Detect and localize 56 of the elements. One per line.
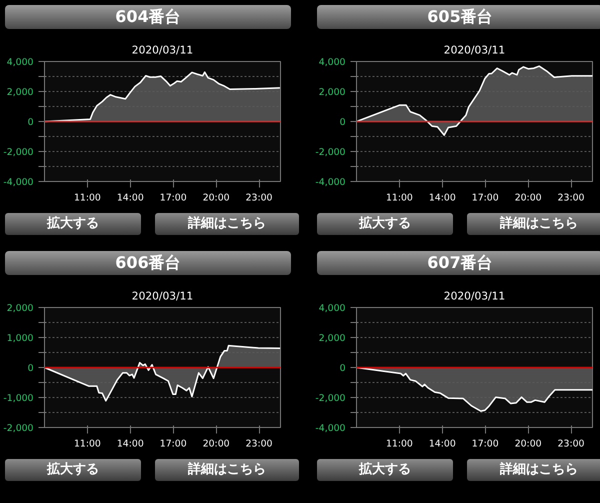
y-tick-label: -4,000: [315, 423, 346, 434]
x-tick-label: 23:00: [558, 438, 585, 450]
chart-title: 604番台: [115, 6, 181, 28]
x-tick-label: 11:00: [386, 438, 413, 450]
x-tick-label: 11:00: [74, 438, 101, 450]
y-tick-label: 2,000: [318, 87, 346, 98]
chart-title: 606番台: [115, 252, 181, 274]
x-tick-label: 14:00: [116, 438, 144, 450]
x-tick-label: 11:00: [74, 192, 101, 204]
x-tick-label: 11:00: [386, 192, 413, 204]
y-tick-label: 0: [340, 363, 346, 374]
y-tick-label: 4,000: [318, 303, 346, 314]
y-tick-label: 2,000: [6, 303, 34, 314]
x-tick-label: 17:00: [160, 438, 187, 450]
text: 拡大する: [359, 461, 411, 479]
x-tick-label: 20:00: [514, 438, 542, 450]
y-tick-label: 2,000: [318, 333, 346, 344]
text: 詳細はこちら: [188, 215, 266, 233]
x-tick-label: 23:00: [246, 192, 273, 204]
y-tick-label: 0: [28, 117, 34, 128]
x-tick-label: 17:00: [472, 192, 499, 204]
y-tick-label: -2,000: [315, 393, 346, 404]
x-tick-label: 14:00: [428, 438, 456, 450]
chart-title: 607番台: [427, 252, 493, 274]
y-tick-label: 4,000: [6, 57, 34, 68]
y-tick-label: 4,000: [318, 57, 346, 68]
y-tick-label: 0: [28, 363, 34, 374]
chart-subtitle: 2020/03/11: [444, 290, 506, 302]
y-tick-label: 2,000: [6, 87, 34, 98]
text: 拡大する: [47, 215, 99, 233]
y-tick-label: -1,000: [3, 393, 34, 404]
text: 拡大する: [47, 461, 99, 479]
y-tick-label: 0: [340, 117, 346, 128]
text: 詳細はこちら: [500, 215, 578, 233]
text: 拡大する: [359, 215, 411, 233]
y-tick-label: -2,000: [315, 147, 346, 158]
x-tick-label: 14:00: [116, 192, 144, 204]
chart-subtitle: 2020/03/11: [444, 44, 506, 56]
x-tick-label: 14:00: [428, 192, 456, 204]
y-tick-label: 1,000: [6, 333, 34, 344]
chart-title: 605番台: [427, 6, 493, 28]
y-tick-label: -4,000: [315, 177, 346, 188]
y-tick-label: -4,000: [3, 177, 34, 188]
x-tick-label: 17:00: [160, 192, 187, 204]
x-tick-label: 20:00: [202, 438, 230, 450]
x-tick-label: 20:00: [202, 192, 230, 204]
y-tick-label: -2,000: [3, 423, 34, 434]
x-tick-label: 23:00: [246, 438, 273, 450]
y-tick-label: -2,000: [3, 147, 34, 158]
x-tick-label: 23:00: [558, 192, 585, 204]
x-tick-label: 17:00: [472, 438, 499, 450]
text: 詳細はこちら: [500, 461, 578, 479]
text: 詳細はこちら: [188, 461, 266, 479]
x-tick-label: 20:00: [514, 192, 542, 204]
chart-subtitle: 2020/03/11: [132, 290, 194, 302]
chart-subtitle: 2020/03/11: [132, 44, 194, 56]
